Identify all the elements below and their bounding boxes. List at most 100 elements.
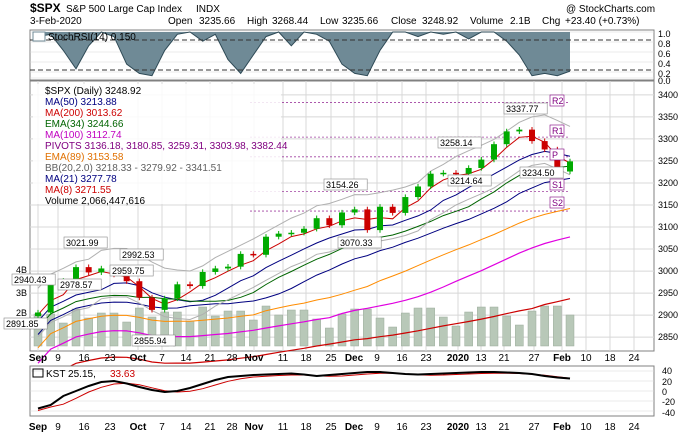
volume-axis: 4B 3B 2B: [16, 265, 27, 318]
volume-bar: [71, 308, 81, 347]
candle-body: [275, 233, 282, 237]
volume-bar: [439, 316, 448, 347]
candle-body: [478, 159, 485, 168]
kst-signal-label: 33.63: [110, 369, 135, 380]
date-tick: 23: [104, 422, 116, 433]
date-tick: 9: [55, 422, 61, 433]
legend-entry: Volume 2,066,447,616: [45, 196, 146, 207]
low-label: Low: [320, 16, 339, 27]
legend-entry: EMA(34) 3244.66: [45, 119, 124, 130]
ma100-line: [37, 236, 571, 364]
price-tick: 2950: [658, 288, 678, 298]
volume-bars: [33, 305, 575, 347]
date-tick: 28: [226, 353, 238, 364]
date-tick: 23: [104, 353, 116, 364]
annotation-box: [503, 102, 548, 115]
volume-bar: [122, 321, 131, 347]
pivot-tag-box: [549, 196, 565, 209]
close-label: Close: [391, 16, 417, 27]
candle-body: [288, 232, 295, 235]
date-tick: 2020: [447, 422, 470, 433]
date-tick: 10: [580, 353, 592, 364]
date-tick: 16: [396, 353, 408, 364]
price-annotation: 3337.77: [506, 104, 539, 114]
high-value: 3268.44: [272, 16, 309, 27]
date-tick: 14: [180, 353, 192, 364]
candle-body: [237, 253, 244, 267]
stochrsi-panel: StochRSI(14) 0.150 1.0 0.8 0.6 0.4 0.2 0…: [29, 29, 671, 86]
date-tick: 18: [300, 422, 312, 433]
date-tick: 28: [226, 422, 238, 433]
candle-body: [313, 218, 320, 229]
candle-body: [516, 129, 523, 132]
annotation-box: [63, 236, 108, 249]
high-label: High: [247, 16, 268, 27]
volume-bar: [375, 317, 385, 347]
candle-body: [123, 274, 130, 282]
date-tick: 25: [325, 422, 337, 433]
legend-background: [33, 84, 281, 204]
price-annotation: 3234.50: [522, 168, 555, 178]
annotation-box: [3, 317, 48, 330]
candle-body: [263, 236, 269, 255]
price-annotation: 2891.85: [6, 319, 39, 329]
price-tick: 3050: [658, 244, 678, 254]
volume-bar: [565, 314, 575, 347]
candle-body: [427, 173, 434, 187]
price-tick: 3250: [658, 156, 678, 166]
stochrsi-swatch: [32, 31, 46, 42]
volume-bar: [401, 312, 410, 347]
price-axis: 3400 3350 3300 3250 3200 3150 3100 3050 3000 2950…: [658, 90, 678, 342]
pivot-tag: P: [552, 150, 558, 160]
volume-bar: [413, 307, 423, 347]
volume-bar: [363, 308, 372, 347]
date-tick: 24: [628, 422, 640, 433]
legend-entry: MA(200) 3013.62: [45, 108, 123, 119]
price-tick: 3100: [658, 222, 678, 232]
annotation-box: [447, 174, 492, 187]
date-tick: 9: [55, 353, 61, 364]
annotation-box: [323, 178, 368, 191]
kst-tick: 20: [662, 377, 672, 387]
chg-label: Chg: [542, 16, 560, 27]
candle-body: [35, 312, 41, 317]
volume-bar: [211, 315, 220, 347]
quote-date: 3-Feb-2020: [30, 16, 82, 27]
volume-bar: [515, 324, 524, 347]
price-annotation: 3214.64: [450, 176, 483, 186]
annotation-box: [109, 264, 154, 277]
candle-body: [529, 129, 535, 142]
candle-body: [453, 172, 459, 175]
volume-bar: [287, 309, 296, 347]
volume-bar: [489, 306, 499, 347]
candle-body: [567, 161, 573, 172]
volume-bar: [173, 311, 182, 347]
date-tick: 23: [420, 353, 432, 364]
pivot-tags: R2 R1 P S1 S2: [549, 94, 565, 209]
chart-header: $SPX S&P 500 Large Cap Index INDX @ Stoc…: [30, 1, 655, 27]
kst-tick: 0: [662, 387, 667, 397]
price-tick: 3000: [658, 266, 678, 276]
legend-entry: BB(20,2.0) 3218.33 - 3279.92 - 3341.51: [45, 163, 222, 174]
price-annotations: 3337.77 3258.14 3214.64 3234.50 3154.26 3070.…: [3, 102, 564, 347]
stochrsi-tick: 0.2: [658, 69, 671, 79]
volume-bar: [223, 310, 233, 347]
candle-body: [199, 271, 206, 287]
volume-bar: [477, 306, 486, 347]
date-tick: 27: [528, 353, 540, 364]
date-tick: 13: [475, 422, 487, 433]
date-tick: 11: [278, 422, 289, 433]
legend-entry: PIVOTS 3136.18, 3180.85, 3259.31, 3303.9…: [45, 141, 288, 152]
volume-bar: [527, 310, 537, 347]
date-tick: 23: [420, 422, 432, 433]
stochrsi-label: StochRSI(14) 0.150: [48, 32, 136, 43]
date-tick: Feb: [553, 353, 571, 364]
stochrsi-area: [38, 32, 570, 76]
date-tick: 21: [498, 353, 510, 364]
price-tick: 3350: [658, 112, 678, 122]
volume-bar: [451, 325, 461, 347]
volume-bar: [350, 308, 359, 347]
price-annotation: 3258.14: [440, 138, 473, 148]
annotation-box: [519, 166, 564, 179]
